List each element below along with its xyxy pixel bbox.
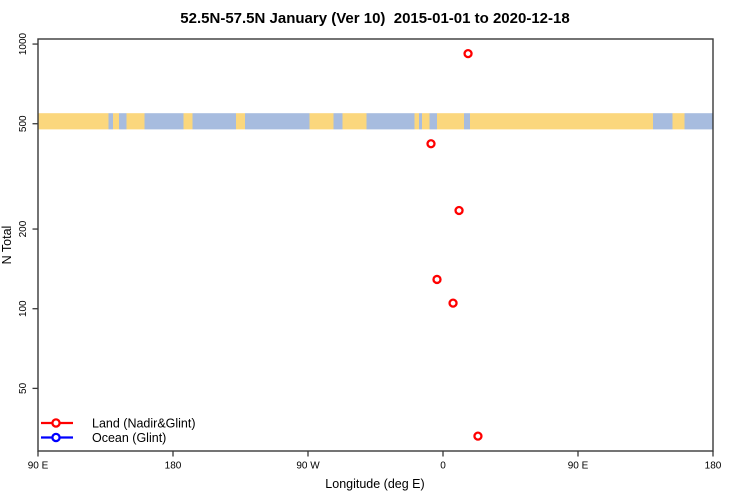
map-band-segment-ocean bbox=[119, 113, 127, 130]
map-band-segment-ocean bbox=[108, 113, 113, 130]
x-tick-label: 0 bbox=[440, 461, 446, 472]
map-band-segment-land bbox=[422, 113, 430, 130]
map-band-segment-land bbox=[183, 113, 193, 130]
x-tick-label: 90 E bbox=[568, 461, 589, 472]
legend-ocean-label: Ocean (Glint) bbox=[92, 431, 166, 445]
legend: Land (Nadir&Glint) Ocean (Glint) bbox=[41, 417, 196, 445]
legend-ocean-marker-icon bbox=[51, 432, 61, 443]
map-band-segment-ocean bbox=[245, 113, 310, 130]
map-band-segment-land bbox=[236, 113, 245, 130]
map-band bbox=[38, 113, 713, 130]
map-band-segment-land bbox=[470, 113, 653, 130]
map-band-segment-land bbox=[309, 113, 334, 130]
legend-land-marker-icon bbox=[51, 418, 61, 428]
map-band-segment-ocean bbox=[333, 113, 343, 130]
data-point-marker bbox=[432, 274, 442, 285]
plot-frame bbox=[37, 38, 714, 452]
x-tick-label: 180 bbox=[165, 461, 182, 472]
map-band-segment-ocean bbox=[653, 113, 673, 130]
chart-title: 52.5N-57.5N January (Ver 10) 2015-01-01 … bbox=[180, 10, 569, 27]
legend-land-label: Land (Nadir&Glint) bbox=[92, 417, 196, 431]
y-tick-label: 500 bbox=[18, 115, 29, 132]
y-tick-label: 200 bbox=[18, 220, 29, 237]
x-tick-label: 90 E bbox=[28, 461, 49, 472]
data-points bbox=[426, 48, 483, 441]
y-axis-label: N Total bbox=[0, 226, 14, 265]
x-axis-label: Longitude (deg E) bbox=[325, 477, 424, 491]
data-point-marker bbox=[463, 48, 473, 59]
map-band-segment-ocean bbox=[419, 113, 422, 130]
y-tick-label: 50 bbox=[18, 382, 29, 394]
data-point-marker bbox=[473, 431, 483, 441]
map-band-segment-ocean bbox=[366, 113, 415, 130]
plot-border bbox=[37, 38, 714, 452]
map-band-segment-land bbox=[126, 113, 145, 130]
y-tick-label: 100 bbox=[18, 300, 29, 317]
map-band-segment-land bbox=[437, 113, 464, 130]
data-point-marker bbox=[448, 298, 458, 308]
x-tick-label: 180 bbox=[705, 461, 722, 472]
map-band-segment-land bbox=[113, 113, 119, 130]
map-band-segment-land bbox=[672, 113, 685, 130]
map-band-segment-land bbox=[342, 113, 367, 130]
x-tick-label: 90 W bbox=[296, 461, 320, 472]
axis-ticks: 90 E 180 90 W 0 90 E 180 50 100 200 500 1000 bbox=[18, 32, 722, 471]
data-point-marker bbox=[454, 205, 464, 216]
data-point-marker bbox=[426, 139, 436, 149]
y-tick-label: 1000 bbox=[18, 32, 29, 55]
map-band-segment-ocean bbox=[192, 113, 236, 130]
legend-item-ocean: Ocean (Glint) bbox=[41, 431, 166, 445]
map-band-segment-land bbox=[38, 113, 109, 130]
map-band-segment-ocean bbox=[429, 113, 437, 130]
legend-item-land: Land (Nadir&Glint) bbox=[41, 417, 196, 431]
map-band-segment-ocean bbox=[684, 113, 713, 130]
map-band-segment-land bbox=[414, 113, 419, 130]
map-band-segment-ocean bbox=[464, 113, 470, 130]
map-band-segment-ocean bbox=[144, 113, 184, 130]
